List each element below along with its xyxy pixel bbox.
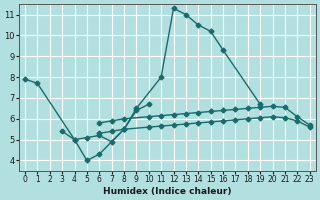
X-axis label: Humidex (Indice chaleur): Humidex (Indice chaleur)	[103, 187, 232, 196]
